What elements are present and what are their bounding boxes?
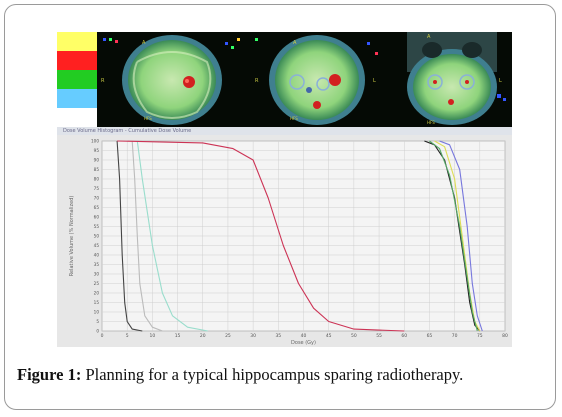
y-tick-label: 100 [91,139,99,144]
y-tick-label: 70 [94,196,100,201]
structure-legend [57,32,97,127]
x-tick-label: 55 [376,333,382,339]
y-tick-label: 80 [94,177,100,182]
figure-frame: A HFS R A HFS R L [4,4,556,410]
y-tick-label: 40 [94,253,100,258]
y-tick-label: 20 [94,291,100,296]
x-tick-label: 5 [126,333,129,339]
axial-ct-panel-1: A HFS R [101,35,240,125]
y-tick-label: 55 [94,224,100,229]
dvh-series-line-5 [424,140,481,332]
x-tick-label: 70 [452,333,458,339]
x-tick-label: 45 [326,333,332,339]
x-tick-label: 65 [427,333,433,339]
dvh-series-line-2 [131,140,163,332]
y-tick-label: 50 [94,234,100,239]
y-tick-label: 85 [94,167,100,172]
dvh-series-line-6 [439,140,483,332]
svg-text:R: R [255,78,259,84]
legend-swatch-3 [57,70,97,89]
axial-ct-panel-3: A HFS L [407,32,506,125]
legend-swatch-4 [57,89,97,108]
y-tick-label: 95 [94,148,100,153]
y-tick-label: 60 [94,215,100,220]
x-tick-label: 25 [225,333,231,339]
y-tick-label: 25 [94,281,100,286]
planning-screenshot: A HFS R A HFS R L [57,32,512,347]
caption-text: Planning for a typical hippocampus spari… [81,365,464,384]
figure-caption: Figure 1: Planning for a typical hippoca… [17,365,463,385]
x-axis-label: Dose (Gy) [291,340,316,346]
y-tick-label: 45 [94,243,100,248]
svg-text:L: L [499,78,502,84]
y-tick-label: 30 [94,272,100,277]
y-tick-label: 65 [94,205,100,210]
legend-swatch-1 [57,32,97,51]
dvh-series-line-8 [429,140,478,332]
dvh-chart: 0 5 10 15 20 25 30 35 40 45 50 55 60 65 70 75 80 0 5 10 15 20… [69,139,508,347]
dvh-series-line-4 [117,140,405,332]
y-tick-label: 90 [94,158,100,163]
y-axis-label: Relative Volume (% Normalized) [69,196,75,277]
x-tick-label: 80 [502,333,508,339]
svg-text:HFS: HFS [290,116,298,121]
dvh-area: 0 5 10 15 20 25 30 35 40 45 50 55 60 65 70 75 80 0 5 10 15 20… [57,135,512,347]
y-tick-label: 35 [94,262,100,267]
svg-text:R: R [101,78,105,84]
y-tick-label: 0 [96,329,99,334]
x-tick-label: 30 [250,333,256,339]
y-tick-label: 75 [94,186,100,191]
svg-text:HFS: HFS [144,116,152,121]
legend-swatch-5 [57,108,97,127]
x-tick-label: 50 [351,333,357,339]
dvh-series-line-1 [116,140,143,332]
svg-text:A: A [427,34,431,40]
x-tick-label: 0 [101,333,104,339]
x-tick-label: 20 [200,333,206,339]
y-tick-label: 5 [96,319,99,324]
svg-text:L: L [373,78,376,84]
x-tick-label: 35 [275,333,281,339]
x-tick-label: 75 [477,333,483,339]
svg-text:HFS: HFS [427,120,435,125]
x-tick-label: 40 [301,333,307,339]
dvh-title: Dose Volume Histogram - Cumulative Dose … [57,127,512,135]
dvh-series-line-3 [136,140,208,332]
y-tick-label: 15 [94,300,100,305]
svg-text:A: A [293,40,297,46]
y-tick-label: 10 [94,310,100,315]
x-tick-label: 15 [175,333,181,339]
x-tick-label: 10 [150,333,156,339]
caption-label: Figure 1: [17,365,82,384]
ct-image-strip: A HFS R A HFS R L [57,32,512,127]
axial-ct-panel-2: A HFS R L [255,35,378,125]
x-tick-label: 60 [401,333,407,339]
legend-swatch-2 [57,51,97,70]
svg-text:A: A [142,40,146,46]
